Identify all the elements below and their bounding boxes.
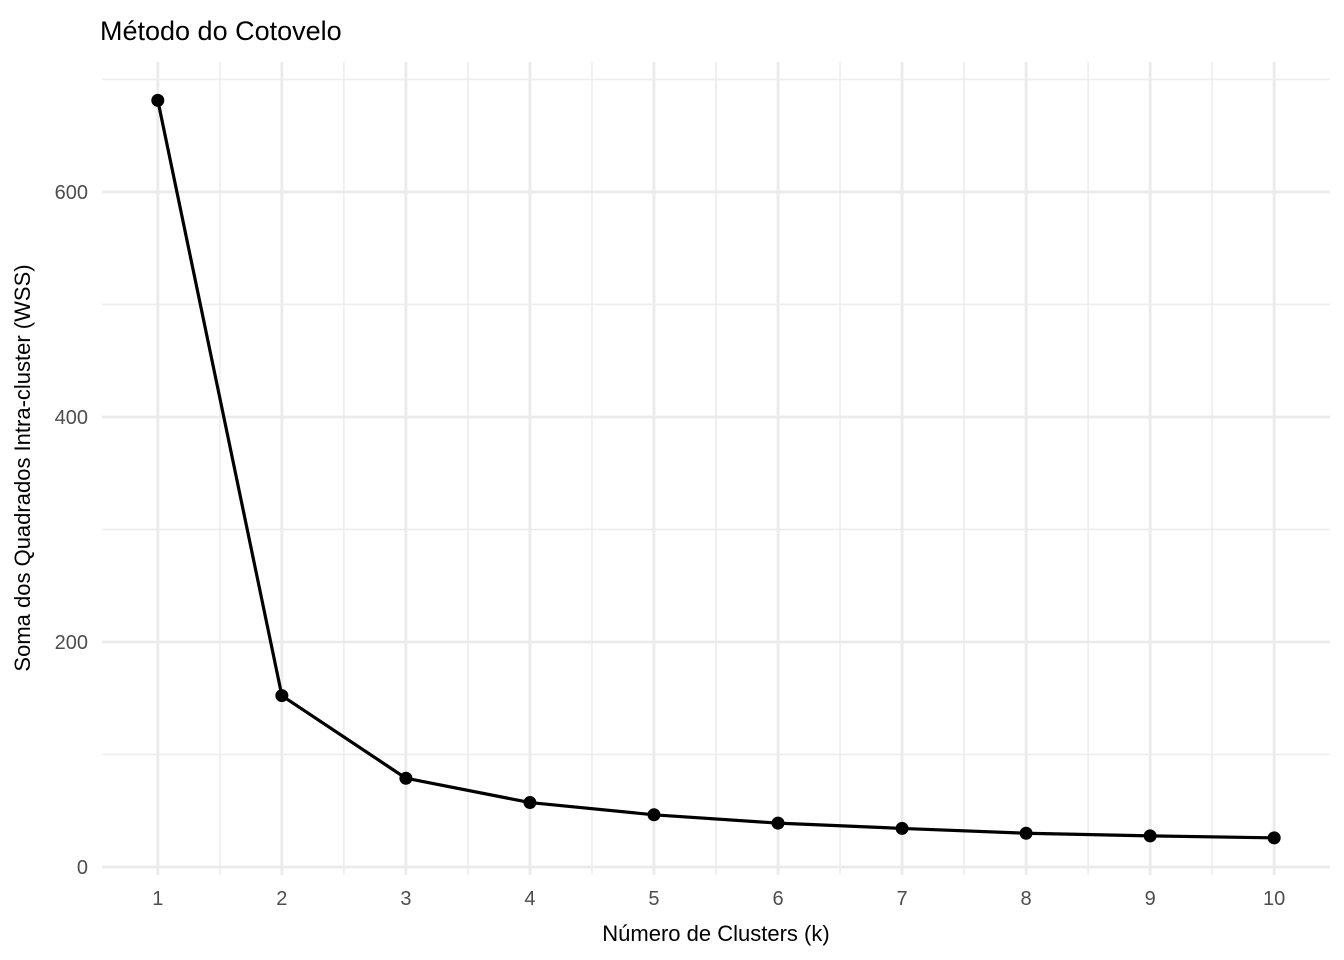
- minor-gridlines: [102, 62, 1330, 875]
- chart-title: Método do Cotovelo: [100, 16, 342, 46]
- data-point: [151, 93, 165, 107]
- x-tick-label: 3: [400, 888, 411, 910]
- data-point: [275, 689, 289, 703]
- x-tick-label: 5: [648, 888, 659, 910]
- x-tick-label: 2: [276, 888, 287, 910]
- x-tick-label: 10: [1263, 888, 1285, 910]
- x-axis-title: Número de Clusters (k): [602, 921, 829, 946]
- major-gridlines: [102, 62, 1330, 875]
- y-tick-label: 200: [55, 632, 88, 654]
- data-line: [156, 98, 1276, 840]
- y-tick-label: 400: [55, 407, 88, 429]
- x-tick-label: 8: [1021, 888, 1032, 910]
- data-point: [1019, 826, 1033, 840]
- data-point: [399, 771, 413, 785]
- data-point: [895, 821, 909, 835]
- data-point: [1267, 831, 1281, 845]
- data-point: [1143, 829, 1157, 843]
- data-point: [523, 796, 537, 810]
- y-axis-tick-labels: 0 200 400 600: [55, 182, 88, 879]
- x-tick-label: 1: [152, 888, 163, 910]
- x-axis-tick-labels: 1 2 3 4 5 6 7 8 9 10: [152, 888, 1285, 910]
- y-tick-label: 0: [77, 857, 88, 879]
- x-tick-label: 6: [772, 888, 783, 910]
- data-point: [647, 808, 661, 822]
- x-tick-label: 9: [1145, 888, 1156, 910]
- y-axis-title: Soma dos Quadrados Intra-cluster (WSS): [10, 264, 35, 671]
- x-tick-label: 4: [524, 888, 535, 910]
- data-point: [771, 816, 785, 830]
- y-tick-label: 600: [55, 182, 88, 204]
- x-tick-label: 7: [896, 888, 907, 910]
- data-series: [151, 93, 1281, 845]
